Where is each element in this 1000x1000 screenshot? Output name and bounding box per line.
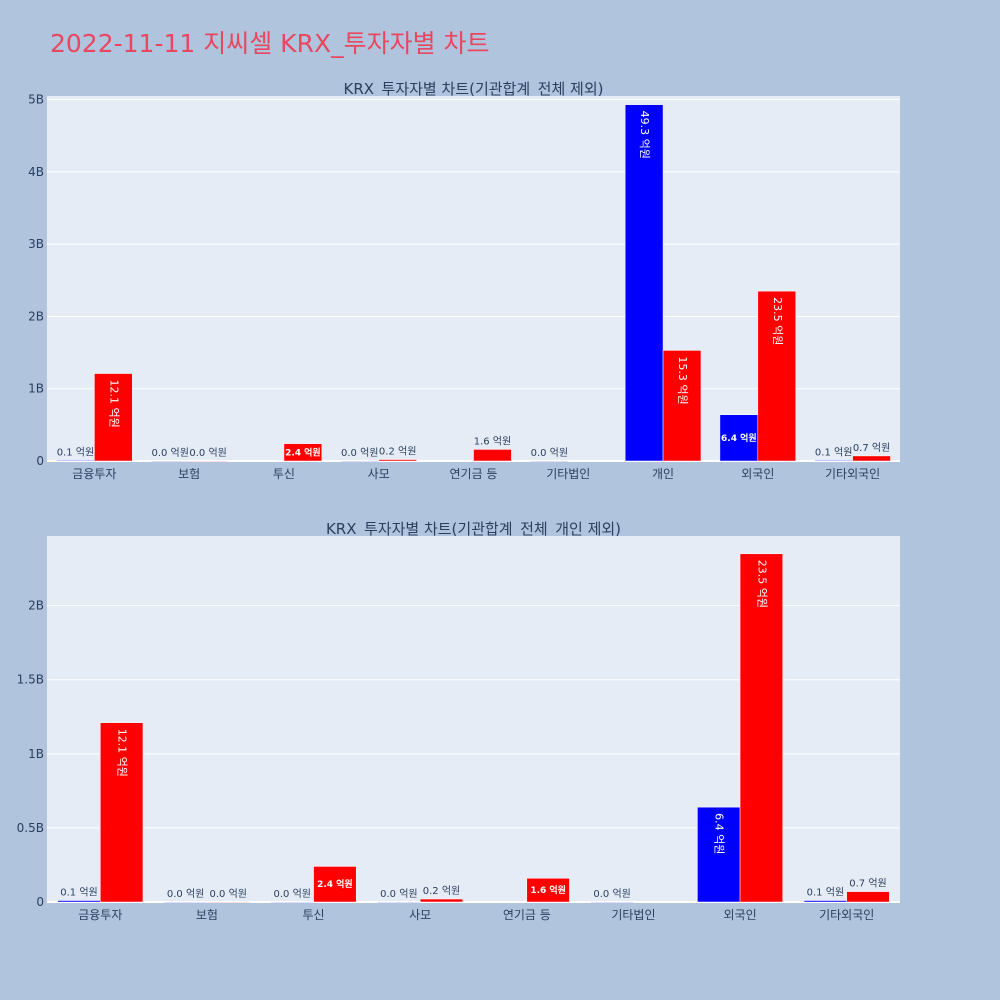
- bar: [340, 460, 379, 462]
- data-label: 0.0 억원: [341, 447, 378, 459]
- y-tick-label: 4B: [28, 165, 44, 179]
- bar: [757, 290, 796, 462]
- bar: [188, 460, 228, 462]
- data-label: 6.4 억원: [713, 813, 726, 854]
- data-label: 0.7 억원: [849, 878, 886, 890]
- data-label: 1.6 억원: [474, 435, 511, 447]
- bar: [846, 891, 890, 903]
- chart-title: KRX_투자자별 차트(기관합계_전체_개인 제외): [326, 520, 621, 539]
- y-tick-label: 0: [36, 454, 44, 468]
- x-tick-label: 개인: [652, 467, 674, 481]
- x-tick-label: 기타법인: [546, 467, 590, 481]
- y-tick-label: 0: [36, 895, 44, 909]
- data-label: 0.0 억원: [531, 447, 568, 459]
- bar: [94, 373, 133, 462]
- data-label: 6.4 억원: [721, 432, 757, 444]
- y-tick-label: 1B: [28, 747, 44, 761]
- data-label: 0.0 억원: [380, 888, 417, 900]
- data-label: 0.1 억원: [57, 446, 94, 458]
- bar: [270, 901, 314, 903]
- bar: [57, 900, 101, 903]
- x-tick-label: 금융투자: [72, 467, 116, 481]
- data-label: 23.5 억원: [755, 560, 768, 608]
- data-label: 0.0 억원: [189, 447, 226, 459]
- x-tick-label: 외국인: [724, 908, 757, 922]
- y-tick-label: 2B: [28, 309, 44, 323]
- bar: [624, 104, 664, 462]
- bar: [852, 455, 891, 462]
- bar: [283, 443, 323, 462]
- data-label: 0.1 억원: [807, 887, 844, 899]
- bar: [100, 722, 144, 903]
- x-tick-label: 사모: [409, 908, 431, 922]
- y-tick-label: 0.5B: [17, 821, 44, 835]
- bar: [590, 901, 634, 903]
- x-tick-label: 기타외국인: [819, 908, 874, 922]
- data-label: 0.1 억원: [60, 887, 97, 899]
- data-label: 0.2 억원: [379, 446, 416, 458]
- bar: [151, 460, 190, 462]
- data-label: 15.3 억원: [676, 356, 689, 404]
- x-tick-label: 연기금 등: [503, 908, 551, 922]
- x-tick-label: 연기금 등: [450, 467, 498, 481]
- y-tick-label: 1.5B: [17, 673, 44, 687]
- bar: [697, 806, 741, 903]
- bar: [526, 878, 570, 903]
- bar: [313, 866, 357, 903]
- x-tick-label: 보험: [196, 908, 218, 922]
- y-tick-label: 2B: [28, 599, 44, 613]
- bar: [378, 459, 417, 462]
- data-label: 0.0 억원: [593, 888, 630, 900]
- data-label: 23.5 억원: [771, 297, 784, 345]
- data-label: 12.1 억원: [107, 380, 120, 428]
- data-label: 0.1 억원: [815, 446, 852, 458]
- chart-1: KRX_투자자별 차트(기관합계_전체 제외) 0 1B 2B 3B 4B 5B 금융투자 보험…: [28, 80, 900, 481]
- y-tick-label: 5B: [28, 93, 44, 107]
- data-label: 0.2 억원: [423, 885, 460, 897]
- x-tick-label: 투신: [273, 467, 295, 481]
- data-label: 0.7 억원: [853, 442, 890, 454]
- x-tick-label: 기타외국인: [825, 467, 880, 481]
- y-tick-label: 3B: [28, 237, 44, 251]
- bar: [530, 460, 569, 462]
- chart-2: KRX_투자자별 차트(기관합계_전체_개인 제외) 0 0.5B 1B 1.5B 2B 금…: [17, 520, 900, 922]
- x-tick-label: 보험: [178, 467, 200, 481]
- bar: [419, 898, 464, 903]
- x-tick-label: 기타법인: [611, 908, 655, 922]
- bar: [662, 350, 702, 462]
- data-label: 2.4 억원: [285, 446, 321, 458]
- x-tick-label: 투신: [303, 908, 325, 922]
- bar: [803, 900, 847, 903]
- data-label: 49.3 억원: [638, 111, 651, 159]
- bar: [719, 414, 759, 462]
- x-tick-label: 사모: [368, 467, 390, 481]
- data-label: 0.0 억원: [210, 888, 247, 900]
- bar: [206, 901, 250, 903]
- page-title: 2022-11-11 지씨셀 KRX_투자자별 차트: [50, 29, 490, 58]
- bar: [164, 901, 208, 903]
- bar: [56, 460, 95, 462]
- data-label: 2.4 억원: [317, 878, 353, 890]
- data-label: 0.0 억원: [167, 888, 204, 900]
- x-tick-label: 외국인: [741, 467, 774, 481]
- x-tick-label: 금융투자: [78, 908, 122, 922]
- bar: [739, 553, 783, 903]
- data-label: 1.6 억원: [530, 884, 566, 896]
- data-label: 0.0 억원: [273, 888, 310, 900]
- y-tick-label: 1B: [28, 382, 44, 396]
- bar: [377, 901, 421, 903]
- bar: [814, 460, 853, 462]
- data-label: 12.1 억원: [116, 729, 129, 777]
- data-label: 0.0 억원: [151, 447, 188, 459]
- chart-title: KRX_투자자별 차트(기관합계_전체 제외): [344, 80, 604, 99]
- bar: [473, 449, 512, 462]
